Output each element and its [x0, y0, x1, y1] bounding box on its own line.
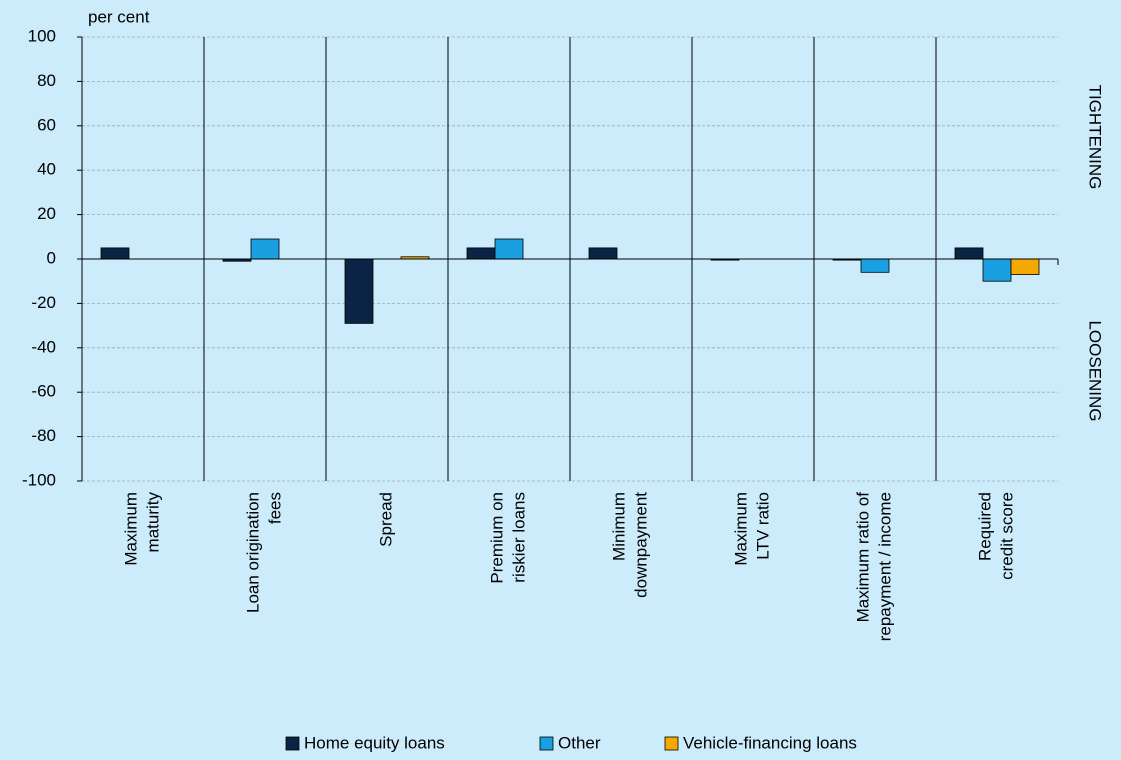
bar	[954, 247, 984, 260]
x-tick-label: credit score	[997, 492, 1016, 580]
x-tick-label: downpayment	[631, 492, 650, 598]
y-tick-label: 40	[37, 160, 56, 179]
x-tick-label: Loan origination	[243, 492, 262, 613]
legend-label: Other	[558, 733, 601, 752]
x-tick-label: Premium on	[487, 492, 506, 584]
x-tick-label: riskier loans	[509, 492, 528, 583]
x-tick-label: Spread	[376, 492, 395, 547]
y-tick-label: -40	[31, 337, 56, 356]
x-tick-label: Maximum ratio of	[853, 492, 872, 623]
x-tick-label: fees	[265, 492, 284, 524]
bar	[344, 258, 374, 324]
y-tick-label: 100	[28, 26, 56, 45]
x-tick-label: Minimum	[609, 492, 628, 561]
bar	[250, 238, 280, 260]
y-tick-label: -80	[31, 426, 56, 445]
y-tick-label: 60	[37, 115, 56, 134]
bar	[466, 247, 496, 260]
x-tick-label: maturity	[143, 492, 162, 553]
x-tick-label: LTV ratio	[753, 492, 772, 560]
bar	[588, 247, 618, 260]
annotation: LOOSENING	[1086, 320, 1105, 421]
x-tick-label: Maximum	[121, 492, 140, 566]
legend-swatch	[664, 736, 679, 751]
y-axis-label: per cent	[88, 7, 150, 26]
bar	[100, 247, 130, 260]
legend-swatch	[285, 736, 300, 751]
y-tick-label: 0	[47, 248, 56, 267]
x-tick-label: Required	[975, 492, 994, 561]
legend-label: Vehicle-financing loans	[683, 733, 857, 752]
bar	[494, 238, 524, 260]
y-tick-label: -60	[31, 382, 56, 401]
y-tick-label: 80	[37, 71, 56, 90]
x-tick-label: Maximum	[731, 492, 750, 566]
bar	[860, 258, 890, 273]
legend-label: Home equity loans	[304, 733, 445, 752]
annotation: TIGHTENING	[1086, 85, 1105, 190]
y-tick-label: -20	[31, 293, 56, 312]
y-tick-label: 20	[37, 204, 56, 223]
bar	[982, 258, 1012, 282]
legend-swatch	[539, 736, 554, 751]
y-tick-label: -100	[22, 470, 56, 489]
bar	[1010, 258, 1040, 275]
x-tick-label: repayment / income	[875, 492, 894, 641]
